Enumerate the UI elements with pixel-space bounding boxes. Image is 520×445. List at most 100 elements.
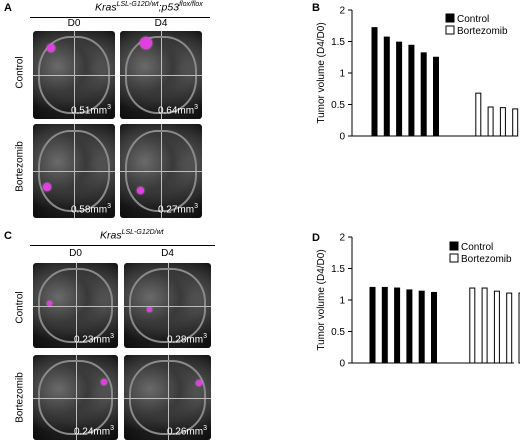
y-tick-labels: 0 0.5 1 1.5 2 [331, 233, 352, 370]
bar [506, 292, 513, 364]
thorax-outline [129, 268, 206, 343]
y-tick-label: 1 [339, 69, 345, 80]
panel-c-genotype: KrasLSL-G12D/wt [100, 229, 164, 242]
volume-label: 0.24mm3 [73, 424, 114, 437]
ct-image-control-d4: 0.28mm3 [124, 263, 211, 348]
tumor-marker [147, 307, 152, 312]
legend-swatch [449, 241, 459, 251]
tumor-marker [47, 301, 52, 306]
y-axis-label: Tumor volume (D4/D0) [316, 22, 327, 123]
legend-swatch [449, 253, 459, 263]
genotype-base: Kras [95, 1, 117, 14]
bar [406, 289, 413, 364]
y-tick-label: 1.5 [331, 37, 345, 48]
bar [487, 106, 494, 137]
bar [408, 44, 415, 137]
y-tick-label: 0.5 [331, 327, 345, 338]
volume-label: 0.26mm3 [166, 424, 207, 437]
bar [493, 290, 500, 364]
bar [481, 287, 488, 364]
genotype-superscript: LSL-G12D/wt [116, 1, 159, 8]
y-axis-label: Tumor volume (D4/D0) [316, 249, 327, 350]
bar [394, 287, 401, 364]
y-tick-label: 2 [339, 233, 345, 244]
bar [431, 291, 437, 364]
volume-label: 0.51mm3 [70, 103, 111, 116]
volume-label: 0.23mm3 [73, 332, 114, 345]
row-label-control: Control [14, 56, 26, 89]
y-tick-labels: 0 0.5 1 1.5 2 [331, 6, 352, 143]
ct-image-bortezomib-d0: 0.58mm3 [33, 124, 115, 218]
volume-label: 0.27mm3 [157, 202, 198, 215]
bar [369, 286, 376, 364]
row-label-control: Control [14, 291, 26, 324]
ct-image-control-d4: 0.64mm3 [120, 31, 202, 119]
thorax-outline [37, 129, 111, 213]
bar [418, 290, 425, 364]
bar [433, 56, 439, 137]
legend-label: Control [461, 242, 493, 253]
bar-chart-d: 0 0.5 1 1.5 2 Tumor volume (D4/D0) ControlBo… [316, 233, 520, 370]
bar-chart-b: 0 0.5 1 1.5 2 Tumor volume (D4/D0) ControlBo… [316, 6, 519, 143]
tumor-marker [140, 37, 152, 49]
ct-image-control-d0: 0.51mm3 [33, 31, 115, 119]
bar [396, 41, 403, 137]
tumor-marker [137, 187, 144, 194]
y-tick-label: 0 [339, 132, 345, 143]
genotype-superscript: LSL-G12D/wt [121, 229, 164, 236]
axes [351, 237, 514, 364]
legend-swatch [445, 13, 455, 23]
panel-label-b: B [312, 2, 320, 14]
panel-c-header-rule [30, 245, 215, 246]
col-label-d4: D4 [154, 18, 168, 29]
tumor-marker [43, 183, 51, 191]
bar [381, 286, 388, 364]
y-tick-label: 1.5 [331, 264, 345, 275]
y-tick-label: 0.5 [331, 100, 345, 111]
volume-label: 0.64mm3 [157, 103, 198, 116]
y-tick-label: 2 [339, 6, 345, 17]
genotype-mid: ;p53 [158, 1, 180, 14]
bar [499, 107, 506, 137]
panel-label-c: C [4, 230, 12, 242]
ct-image-control-d0: 0.23mm3 [33, 263, 118, 348]
tumor-marker [196, 380, 202, 386]
panel-a-header-rule [30, 17, 210, 18]
bar [383, 36, 390, 137]
legend-label: Bortezomib [461, 254, 512, 265]
bar [371, 27, 378, 137]
thorax-outline [38, 360, 113, 435]
col-label-d0: D0 [67, 18, 81, 29]
ct-image-bortezomib-d4: 0.26mm3 [124, 355, 211, 440]
bars [371, 27, 519, 137]
col-label-d0: D0 [69, 248, 82, 259]
thorax-outline [124, 129, 198, 213]
y-tick-label: 1 [339, 296, 345, 307]
y-tick-label: 0 [339, 359, 345, 370]
volume-label: 0.28mm3 [166, 332, 207, 345]
legend-label: Control [457, 14, 489, 25]
thorax-outline [38, 268, 113, 343]
bar [512, 108, 519, 137]
bar [420, 52, 427, 137]
panel-label-d: D [312, 232, 320, 244]
axes [351, 10, 514, 137]
legend-swatch [445, 25, 455, 35]
genotype-base: Kras [100, 229, 122, 242]
thorax-outline [124, 36, 198, 114]
bars [369, 286, 520, 364]
genotype-superscript: flox/flox [179, 1, 203, 8]
panel-a-genotype: KrasLSL-G12D/wt;p53flox/flox [95, 1, 203, 14]
bar [475, 92, 482, 137]
tumor-marker [47, 44, 55, 52]
row-label-bortezomib: Bortezomib [14, 372, 26, 423]
panel-label-a: A [4, 2, 12, 14]
bar [469, 287, 476, 364]
tumor-marker [101, 379, 107, 385]
legend-label: Bortezomib [457, 26, 508, 37]
row-label-bortezomib: Bortezomib [14, 141, 26, 192]
thorax-outline [129, 360, 206, 435]
ct-image-bortezomib-d0: 0.24mm3 [33, 355, 118, 440]
